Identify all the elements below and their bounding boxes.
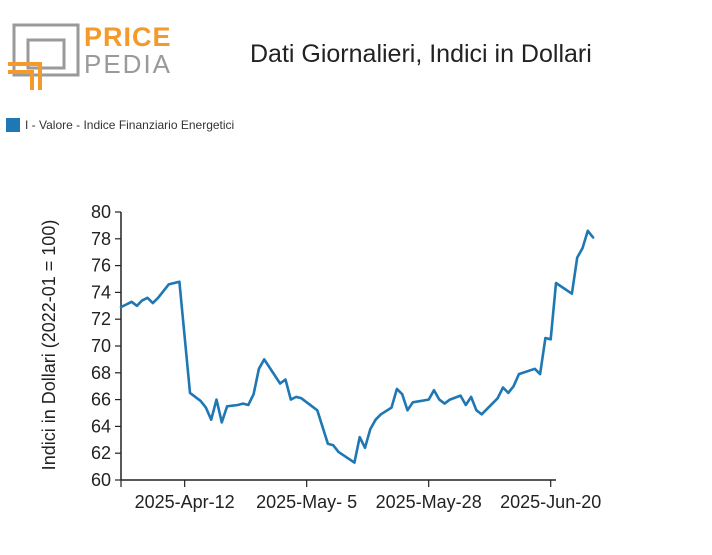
logo-word-pedia: PEDIA: [84, 49, 173, 79]
y-tick-label: 66: [91, 390, 111, 410]
pricepedia-logo: PRICE PEDIA: [8, 22, 171, 92]
y-tick-label: 60: [91, 470, 111, 490]
x-tick-label: 2025-Jun-20: [500, 492, 601, 512]
y-tick-label: 74: [91, 282, 111, 302]
y-tick-label: 78: [91, 229, 111, 249]
y-tick-label: 62: [91, 443, 111, 463]
chart-marks: [119, 229, 595, 464]
legend-swatch: [6, 118, 20, 132]
y-tick-label: 70: [91, 336, 111, 356]
series-line: [119, 229, 595, 464]
y-tick-label: 76: [91, 256, 111, 276]
chart-title: Dati Giornalieri, Indici in Dollari: [250, 40, 592, 68]
x-tick-label: 2025-May- 5: [256, 492, 357, 512]
legend-label: I - Valore - Indice Finanziario Energeti…: [25, 118, 235, 132]
x-tick-label: 2025-May-28: [376, 492, 482, 512]
y-axis-label: Indici in Dollari (2022-01 = 100): [39, 220, 59, 471]
axes: 60 62 64 66 68 70 72 74 76 78 80 2025-Apr-12 2025-Ma…: [91, 202, 601, 512]
logo-word-price: PRICE: [84, 22, 172, 52]
y-tick-label: 72: [91, 309, 111, 329]
y-tick-label: 64: [91, 416, 111, 436]
y-tick-label: 80: [91, 202, 111, 222]
chart-legend[interactable]: I - Valore - Indice Finanziario Energeti…: [6, 118, 234, 132]
logo-mark-icon: [8, 23, 80, 90]
x-tick-label: 2025-Apr-12: [135, 492, 235, 512]
y-tick-label: 68: [91, 363, 111, 383]
